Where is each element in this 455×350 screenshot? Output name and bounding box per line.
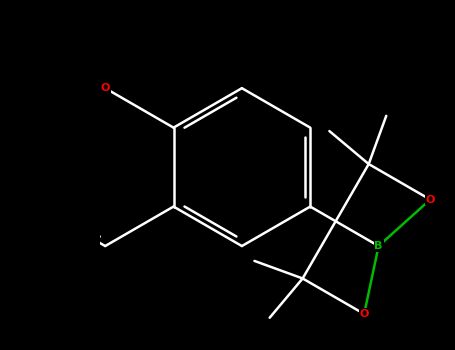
- Text: O: O: [101, 83, 110, 93]
- Text: B: B: [374, 241, 383, 251]
- Text: O: O: [425, 195, 435, 204]
- Text: O: O: [359, 309, 369, 319]
